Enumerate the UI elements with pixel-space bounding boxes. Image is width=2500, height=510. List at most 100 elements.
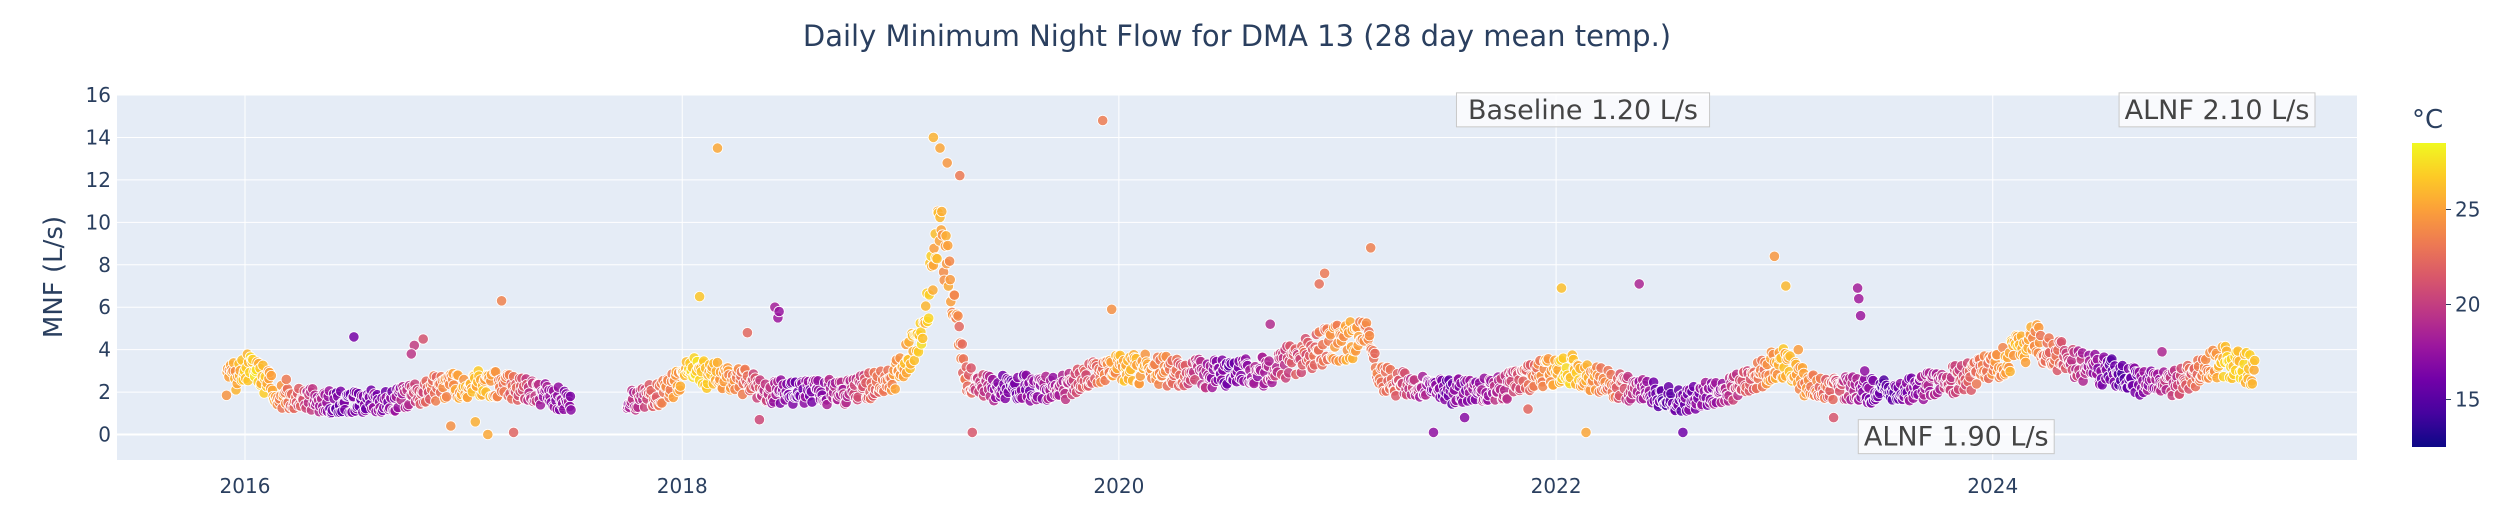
data-point	[889, 383, 901, 395]
annotation-label: ALNF 2.10 L/s	[2125, 95, 2310, 126]
data-point	[280, 373, 292, 385]
data-point	[943, 255, 956, 267]
data-point	[741, 327, 754, 339]
data-point	[917, 332, 929, 344]
data-point	[1106, 303, 1118, 315]
data-point	[1828, 411, 1840, 424]
y-tick-label: 0	[98, 423, 111, 447]
y-tick-label: 10	[86, 210, 111, 234]
data-point	[2020, 356, 2032, 368]
data-point	[1555, 282, 1568, 294]
x-tick-label: 2024	[1967, 474, 2018, 498]
data-point	[469, 416, 481, 428]
annotation-box	[1857, 419, 2055, 455]
colorbar-tick-label: 15	[2455, 388, 2480, 412]
data-point	[1855, 310, 1867, 322]
data-point	[1971, 378, 1983, 390]
data-point	[1792, 344, 1804, 356]
chart-title: Daily Minimum Night Flow for DMA 13 (28 …	[803, 19, 1671, 53]
data-point	[952, 310, 964, 322]
annotation-label: ALNF 1.90 L/s	[1864, 422, 2049, 453]
data-point	[927, 284, 939, 296]
data-point	[405, 348, 417, 360]
data-point	[2004, 365, 2016, 378]
x-tick-label: 2022	[1531, 474, 1582, 498]
data-point	[445, 420, 457, 432]
y-tick-label: 12	[86, 168, 111, 192]
data-point	[1677, 426, 1689, 438]
data-point	[1427, 426, 1440, 438]
data-point	[265, 369, 277, 382]
data-point	[1768, 250, 1781, 262]
y-tick-label: 8	[98, 253, 111, 277]
data-point	[1522, 403, 1534, 415]
y-axis-ticks: 0 2 4 6 8 10 12 14 16	[86, 83, 111, 447]
data-point	[1852, 282, 1864, 294]
data-point	[220, 389, 233, 401]
annotation-box	[1455, 92, 1711, 128]
data-point	[507, 426, 520, 438]
data-point	[948, 289, 961, 301]
data-point	[1365, 242, 1377, 254]
data-point	[934, 142, 946, 154]
x-axis-ticks: 2016 2018 2020 2022 2024	[220, 474, 2019, 498]
data-point	[674, 380, 687, 392]
y-axis-title: MNF (L/s)	[39, 216, 69, 338]
colorbar-title: °C	[2412, 105, 2443, 135]
data-point	[417, 333, 429, 345]
data-point	[2249, 354, 2261, 367]
data-point	[941, 157, 953, 169]
data-point	[940, 230, 952, 242]
data-point	[931, 253, 943, 265]
data-point	[1780, 280, 1792, 292]
y-tick-label: 16	[86, 83, 111, 107]
data-point	[927, 131, 940, 143]
data-point	[1319, 267, 1331, 279]
data-point	[1313, 278, 1325, 290]
data-point	[966, 426, 978, 438]
data-point	[348, 331, 360, 343]
data-point	[1459, 411, 1471, 424]
data-point	[936, 205, 948, 218]
data-point	[920, 300, 932, 312]
colorbar-ticks: 15 20 25	[2446, 198, 2480, 412]
data-point	[1859, 365, 1871, 377]
data-point	[965, 362, 977, 374]
colorbar-tick-label: 25	[2455, 198, 2480, 222]
x-tick-label: 2020	[1093, 474, 1144, 498]
data-point	[1097, 114, 1109, 127]
data-point	[1580, 426, 1592, 438]
y-tick-label: 4	[98, 338, 111, 362]
data-point	[1853, 293, 1865, 305]
data-point	[1264, 318, 1276, 330]
colorbar	[2412, 143, 2446, 447]
data-point	[1363, 330, 1376, 342]
data-point	[1369, 347, 1381, 359]
data-point	[923, 312, 935, 324]
data-points	[220, 114, 2261, 441]
data-point	[2248, 364, 2260, 376]
data-point	[1633, 278, 1645, 290]
annotation-box	[2118, 92, 2316, 128]
x-tick-label: 2016	[220, 474, 271, 498]
data-point	[2246, 378, 2258, 390]
y-tick-label: 6	[98, 295, 111, 319]
y-tick-label: 14	[86, 125, 111, 149]
annotations: Baseline 1.20 L/s ALNF 2.10 L/s ALNF 1.90 …	[1455, 92, 2316, 455]
annotation-label: Baseline 1.20 L/s	[1468, 95, 1698, 126]
data-point	[773, 305, 785, 318]
data-point	[753, 414, 766, 426]
data-point	[711, 142, 724, 154]
data-point	[956, 338, 968, 350]
data-point	[482, 428, 494, 441]
data-point	[1827, 393, 1839, 406]
colorbar-tick-label: 20	[2455, 293, 2480, 317]
data-point	[944, 274, 956, 286]
data-point	[564, 390, 577, 402]
data-point	[1501, 393, 1513, 405]
data-point	[693, 290, 706, 303]
data-point	[565, 404, 577, 416]
data-point	[495, 295, 508, 307]
data-point	[954, 170, 966, 182]
